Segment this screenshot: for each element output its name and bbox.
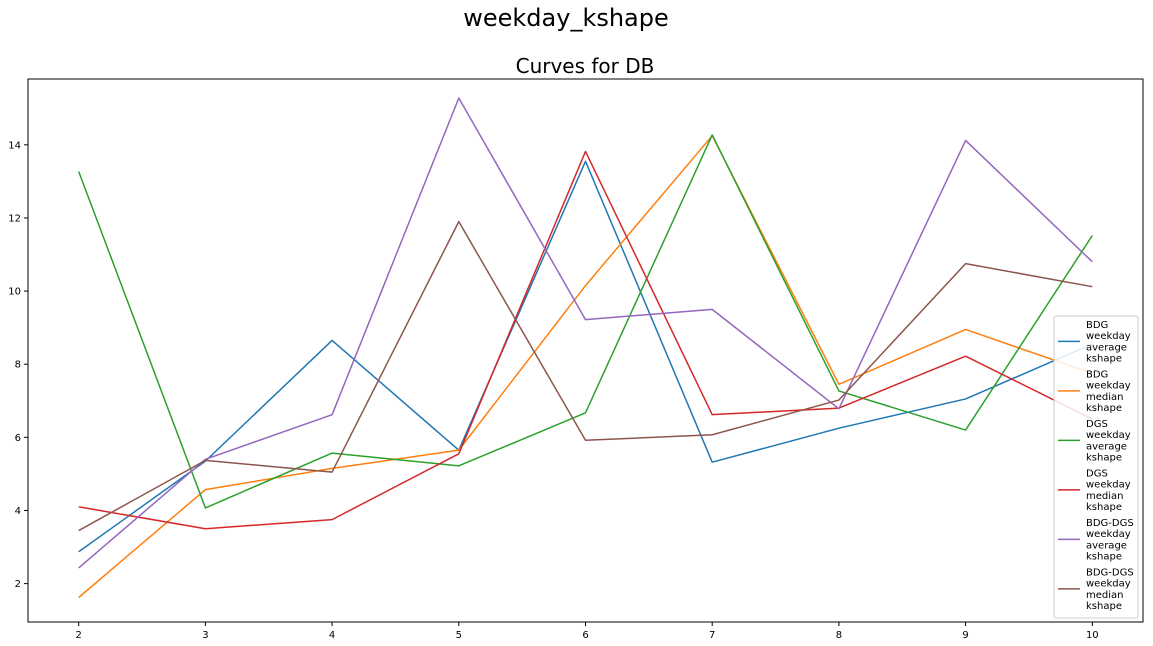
figure-suptitle: weekday_kshape	[463, 4, 669, 32]
series-line-1	[78, 160, 1093, 553]
legend-label: average	[1086, 441, 1127, 452]
y-tick-label: 2	[15, 579, 21, 590]
series-line-6	[78, 220, 1093, 532]
x-tick-label: 4	[329, 630, 335, 641]
x-tick-label: 10	[1086, 630, 1099, 641]
y-axis: 2 4 6 8 10 12 14	[8, 140, 28, 590]
series-line-5	[78, 97, 1093, 569]
chart-title: Curves for DB	[516, 54, 655, 78]
legend-label: kshape	[1086, 502, 1122, 513]
y-tick-label: 12	[8, 213, 21, 224]
x-tick-label: 6	[582, 630, 588, 641]
legend-label: BDG	[1086, 320, 1108, 331]
x-tick-label: 9	[962, 630, 968, 641]
y-tick-label: 6	[15, 433, 21, 444]
x-axis: 2 3 4 5 6 7 8 9 10	[75, 622, 1099, 641]
legend-label: weekday	[1086, 480, 1131, 491]
legend-label: kshape	[1086, 354, 1122, 365]
legend-label: weekday	[1086, 331, 1131, 342]
x-tick-label: 7	[709, 630, 715, 641]
plot-area	[27, 78, 1144, 623]
legend-label: weekday	[1086, 381, 1131, 392]
series-line-2	[78, 134, 1093, 599]
x-tick-label: 5	[456, 630, 462, 641]
legend-label: kshape	[1086, 403, 1122, 414]
legend-label: median	[1086, 491, 1124, 502]
y-tick-label: 14	[8, 140, 21, 151]
legend-label: weekday	[1086, 529, 1131, 540]
legend-label: average	[1086, 540, 1127, 551]
legend-label: average	[1086, 342, 1127, 353]
legend-label: median	[1086, 590, 1124, 601]
series-line-3	[77, 134, 1093, 509]
legend-label: BDG-DGS	[1086, 518, 1134, 529]
x-tick-label: 8	[836, 630, 842, 641]
y-tick-label: 10	[8, 287, 21, 298]
legend-label: DGS	[1086, 419, 1108, 430]
y-tick-label: 8	[15, 360, 21, 371]
legend-label: weekday	[1086, 430, 1131, 441]
legend-label: kshape	[1086, 552, 1122, 563]
legend-label: BDG-DGS	[1086, 568, 1134, 579]
legend-label: kshape	[1086, 453, 1122, 464]
legend-label: BDG	[1086, 370, 1108, 381]
legend-label: median	[1086, 392, 1124, 403]
legend-label: kshape	[1086, 601, 1122, 612]
x-tick-label: 2	[75, 630, 81, 641]
legend-label: DGS	[1086, 469, 1108, 480]
series-line-4	[78, 150, 1093, 530]
y-tick-label: 4	[15, 506, 21, 517]
x-tick-label: 3	[202, 630, 208, 641]
legend-label: weekday	[1086, 579, 1131, 590]
series-lines	[77, 97, 1093, 599]
